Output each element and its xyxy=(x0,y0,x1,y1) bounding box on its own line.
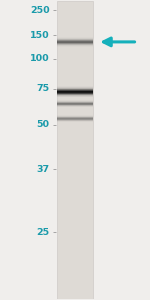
Text: 37: 37 xyxy=(37,165,50,174)
Text: 25: 25 xyxy=(37,228,50,237)
Text: 75: 75 xyxy=(37,84,50,93)
Text: 100: 100 xyxy=(30,54,50,63)
Bar xyxy=(57,1,93,299)
Text: 250: 250 xyxy=(30,6,50,15)
Text: 50: 50 xyxy=(37,120,50,129)
Text: 150: 150 xyxy=(30,31,50,40)
